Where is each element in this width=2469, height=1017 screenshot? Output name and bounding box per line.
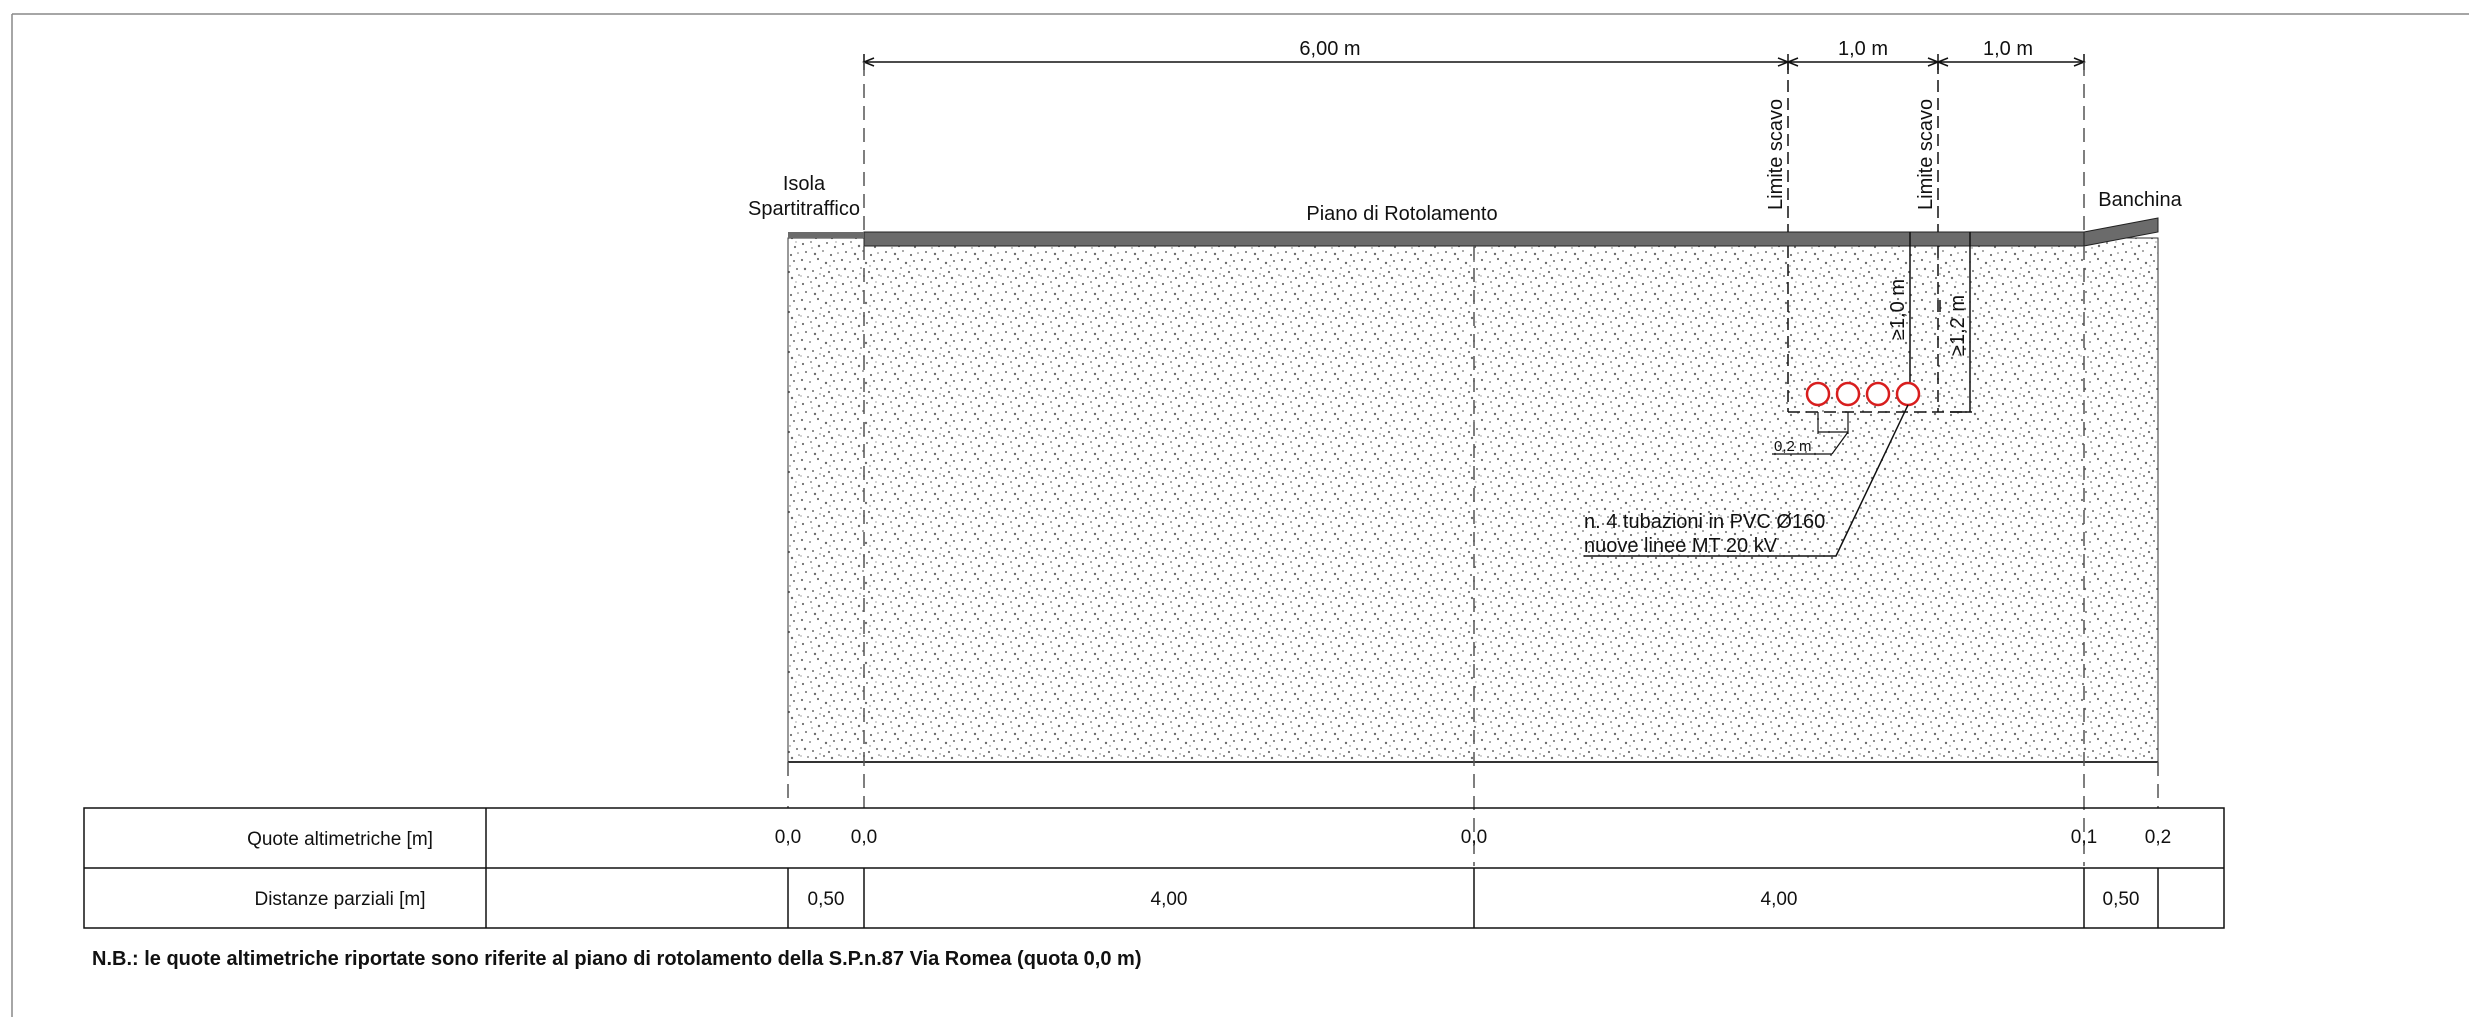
dim-6m: 6,00 m bbox=[1299, 38, 1360, 60]
dim-offset-width: 1,0 m bbox=[1983, 38, 2033, 60]
elevation-value: 0,0 bbox=[1461, 827, 1487, 848]
table-row-elevations-label: Quote altimetriche [m] bbox=[247, 829, 433, 850]
elevation-value: 0,1 bbox=[2071, 827, 2097, 848]
dim-trench-width: 1,0 m bbox=[1838, 38, 1888, 60]
shoulder-wedge bbox=[2083, 217, 2159, 247]
pipe-4 bbox=[1895, 381, 1921, 407]
pipe-2 bbox=[1835, 381, 1861, 407]
pipe-3 bbox=[1865, 381, 1891, 407]
distance-value: 4,00 bbox=[1761, 889, 1798, 910]
trench-limit-right-label: Limite scavo bbox=[1915, 99, 1937, 210]
pipe-1 bbox=[1805, 381, 1831, 407]
soil-fill bbox=[787, 237, 2159, 763]
elevation-value: 0,2 bbox=[2145, 827, 2171, 848]
elevation-value: 0,0 bbox=[851, 827, 877, 848]
reference-lines bbox=[787, 62, 2159, 866]
trench-limit-left-label: Limite scavo bbox=[1765, 99, 1787, 210]
pipe-leader-line bbox=[1584, 404, 1909, 557]
isola-label-line2: Spartitraffico bbox=[748, 198, 860, 220]
distance-value: 4,00 bbox=[1151, 889, 1188, 910]
table-row-distances-label: Distanze parziali [m] bbox=[254, 889, 425, 910]
top-dimension-line bbox=[861, 54, 2087, 70]
distance-value: 0,50 bbox=[2103, 889, 2140, 910]
depth-min-label: ≥1,0 m bbox=[1887, 279, 1909, 340]
footnote: N.B.: le quote altimetriche riportate so… bbox=[92, 948, 1142, 970]
traffic-island-top bbox=[788, 232, 864, 238]
shoulder-label: Banchina bbox=[2098, 189, 2182, 211]
pipes-description-line1: n. 4 tubazioni in PVC Ø160 bbox=[1584, 511, 1825, 533]
elevation-value: 0,0 bbox=[775, 827, 801, 848]
pipe-spacing-label: 0,2 m bbox=[1774, 438, 1812, 455]
depth-dimensions bbox=[1900, 232, 1972, 413]
pipe-spacing-dimension bbox=[1772, 412, 1849, 455]
distance-value: 0,50 bbox=[808, 889, 845, 910]
road-surface bbox=[863, 231, 2085, 247]
elevation-table bbox=[83, 807, 2225, 929]
isola-label-line1: Isola bbox=[783, 173, 826, 195]
road-surface-label: Piano di Rotolamento bbox=[1306, 203, 1497, 225]
depth-max-label: ≥1,2 m bbox=[1947, 295, 1969, 356]
pipes-description-line2: nuove linee MT 20 kV bbox=[1584, 535, 1778, 557]
